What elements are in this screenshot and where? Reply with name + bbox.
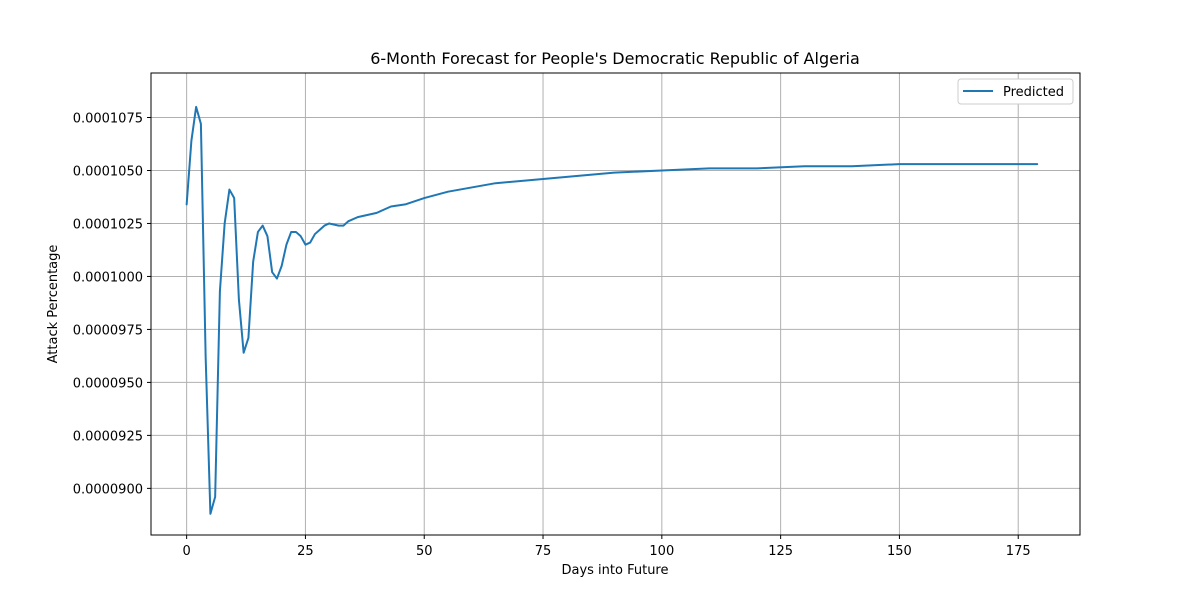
- y-tick-label: 0.0000900: [73, 482, 143, 497]
- y-tick-label: 0.0000975: [73, 323, 143, 338]
- x-tick-label: 25: [297, 544, 314, 559]
- x-tick-label: 50: [416, 544, 433, 559]
- x-axis: 0 25 50 75 100 125 150 175: [182, 535, 1031, 559]
- y-axis-title: Attack Percentage: [46, 245, 61, 364]
- plot-area: [150, 72, 1081, 536]
- x-axis-title: Days into Future: [561, 563, 668, 578]
- grid-lines: [151, 73, 1080, 535]
- legend-label-predicted: Predicted: [1003, 85, 1064, 100]
- plot-frame: [150, 72, 1081, 536]
- x-tick-label: 150: [887, 544, 912, 559]
- y-tick-label: 0.0001025: [73, 217, 143, 232]
- y-tick-label: 0.0001050: [73, 164, 143, 179]
- y-tick-label: 0.0000925: [73, 429, 143, 444]
- plot-background: [151, 73, 1080, 535]
- series-line-predicted: [185, 105, 1039, 515]
- legend: Predicted: [957, 78, 1074, 105]
- x-tick-label: 175: [1006, 544, 1031, 559]
- x-tick-label: 75: [535, 544, 552, 559]
- x-tick-label: 100: [649, 544, 674, 559]
- x-tick-label: 0: [182, 544, 190, 559]
- y-tick-label: 0.0001000: [73, 270, 143, 285]
- y-tick-label: 0.0001075: [73, 112, 143, 127]
- y-tick-label: 0.0000950: [73, 376, 143, 391]
- chart-title: 6-Month Forecast for People's Democratic…: [370, 49, 860, 68]
- series-layer: [185, 105, 1039, 515]
- x-tick-label: 125: [768, 544, 793, 559]
- y-axis: 0.0000900 0.0000925 0.0000950 0.0000975 0.00…: [73, 112, 151, 497]
- legend-box: [957, 78, 1074, 105]
